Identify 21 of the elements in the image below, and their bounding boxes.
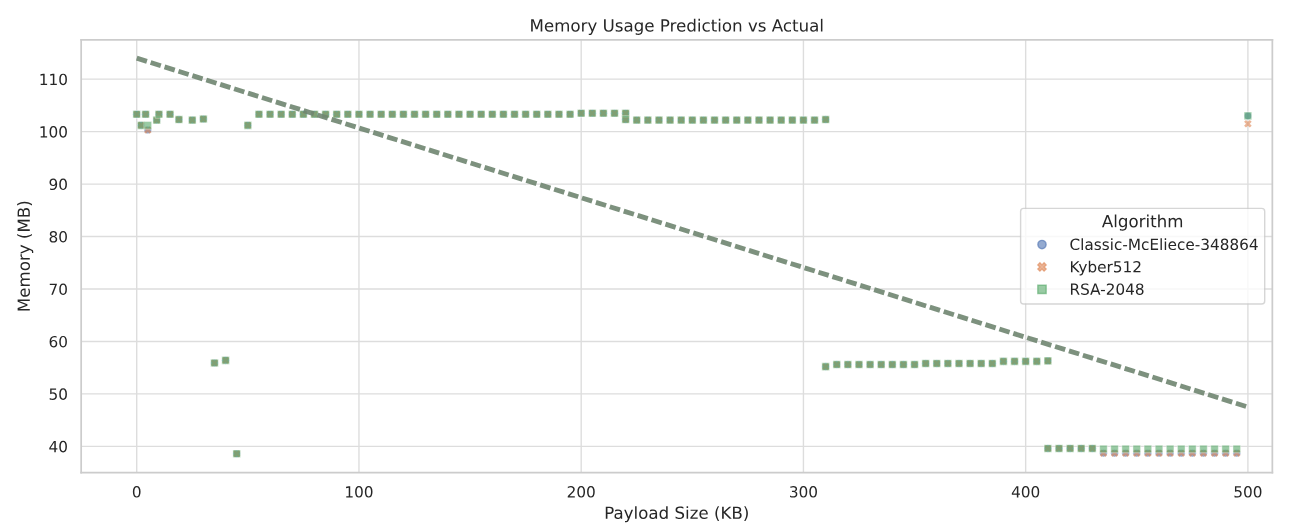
x-tick-label: 100 (346, 486, 373, 498)
y-axis-title: Memory (MB) (17, 201, 34, 311)
x-axis-title: Payload Size (KB) (605, 506, 748, 523)
y-tick-label: 110 (40, 73, 67, 86)
y-tick-label: 100 (40, 126, 67, 138)
x-tick-label: 400 (1011, 486, 1040, 498)
legend-label: RSA-2048 (1070, 283, 1144, 295)
y-tick-label: 40 (49, 440, 67, 453)
x-tick-label: 0 (132, 486, 141, 498)
legend-label: Classic-McEliece-348864 (1070, 238, 1258, 251)
legend-title: Algorithm (1101, 214, 1183, 231)
y-tick-label: 90 (49, 178, 67, 191)
y-tick-label: 50 (49, 388, 67, 400)
chart-title: Memory Usage Prediction vs Actual (531, 18, 823, 35)
y-tick-label: 80 (49, 231, 67, 243)
x-tick-label: 300 (790, 486, 817, 498)
y-tick-label: 60 (49, 335, 67, 348)
legend-label: Kyber512 (1070, 260, 1141, 276)
y-tick-label: 70 (49, 283, 67, 296)
x-tick-label: 200 (567, 486, 595, 498)
x-tick-label: 500 (1234, 486, 1262, 498)
